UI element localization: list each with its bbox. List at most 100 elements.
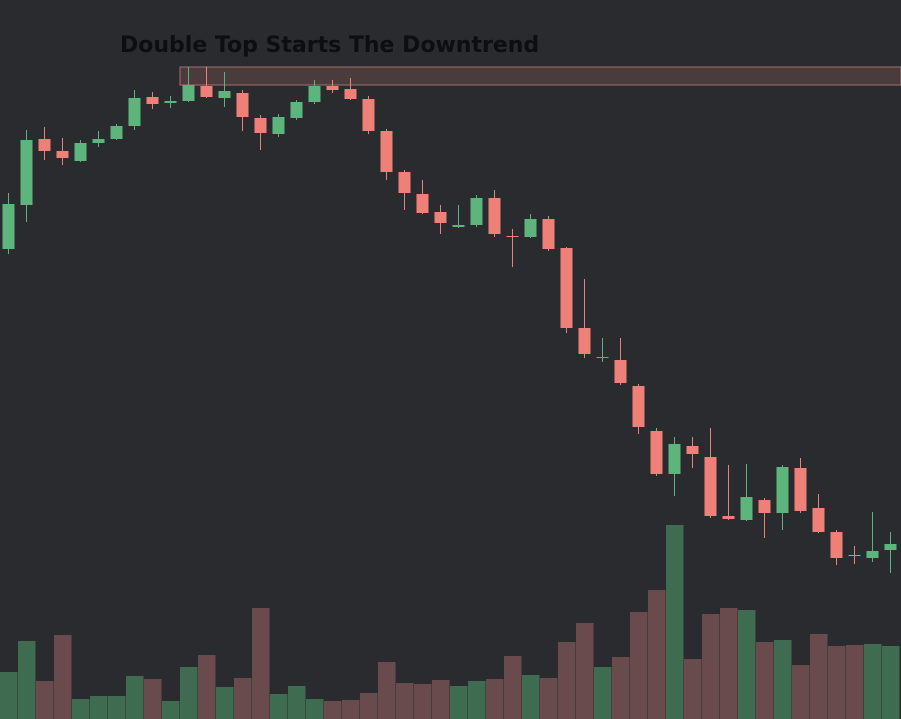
volume-bar (756, 642, 774, 719)
candle-body (434, 212, 447, 223)
volume-bar (486, 679, 504, 719)
volume-bar (810, 634, 828, 719)
candle-body (686, 446, 699, 454)
volume-bar (0, 672, 18, 719)
volume-bar (792, 665, 810, 719)
candle-body (308, 86, 321, 102)
volume-bar (594, 667, 612, 719)
volume-bar (126, 676, 144, 719)
candle-body (56, 151, 69, 158)
volume-bar (522, 675, 540, 719)
volume-bar (396, 683, 414, 719)
volume-bar (252, 608, 270, 719)
candle-body (200, 86, 213, 97)
volume-bar (558, 642, 576, 719)
candle-body (848, 555, 861, 556)
candle-body (218, 91, 231, 98)
volume-bar (18, 641, 36, 719)
candle-body (92, 139, 105, 143)
candle-body (344, 89, 357, 99)
candle-body (182, 85, 195, 101)
volume-bar (180, 667, 198, 719)
candle-body (884, 544, 897, 550)
volume-bar (306, 699, 324, 719)
volume-bar (234, 678, 252, 719)
volume-bar (342, 700, 360, 719)
volume-bar (324, 701, 342, 719)
candle-body (470, 198, 483, 225)
volume-bar (468, 681, 486, 719)
candle-body (506, 236, 519, 237)
candle-body (758, 500, 771, 513)
volume-bar (414, 684, 432, 719)
volume-bar (504, 656, 522, 719)
zone-layer (179, 66, 901, 86)
volume-bar (882, 646, 900, 719)
volume-bar (576, 623, 594, 719)
candle-body (380, 131, 393, 172)
volume-bar (450, 686, 468, 719)
candle-body (290, 102, 303, 118)
candle-body (524, 219, 537, 237)
volume-bar (432, 680, 450, 719)
volume-bar (702, 614, 720, 719)
candle-body (578, 328, 591, 354)
volume-bar (612, 657, 630, 719)
volume-bar (162, 701, 180, 719)
volume-bar (720, 608, 738, 719)
volume-bar (738, 610, 756, 719)
candle-body (110, 126, 123, 139)
volume-bar (378, 662, 396, 719)
candle-body (398, 172, 411, 193)
volume-bar (684, 659, 702, 719)
candle-body (740, 497, 753, 520)
volume-bar (108, 696, 126, 719)
candle-body (560, 248, 573, 328)
candle-body (164, 101, 177, 103)
candle-body (254, 118, 267, 133)
volume-bar (36, 681, 54, 719)
volume-bar (216, 687, 234, 719)
volume-bar (144, 679, 162, 719)
candle-body (236, 93, 249, 117)
candle-body (704, 457, 717, 516)
volume-bar (846, 645, 864, 719)
volume-bar (774, 640, 792, 719)
volume-bar (270, 694, 288, 719)
candle-body (722, 516, 735, 519)
volume-bar (540, 678, 558, 719)
volume-bar (864, 644, 882, 719)
candle-body (650, 431, 663, 474)
candle-body (146, 97, 159, 104)
candle-layer (2, 67, 897, 573)
candle-body (632, 386, 645, 427)
candle-body (830, 532, 843, 558)
candle-body (38, 139, 51, 151)
candle-body (2, 204, 15, 249)
candle-body (866, 551, 879, 558)
volume-bar (72, 699, 90, 719)
resistance-zone (179, 66, 901, 86)
candle-body (128, 98, 141, 126)
volume-bar (666, 525, 684, 719)
candle-body (362, 99, 375, 131)
volume-bar (198, 655, 216, 719)
candle-body (416, 194, 429, 213)
candle-body (794, 468, 807, 511)
candle-body (74, 143, 87, 161)
candle-body (326, 86, 339, 90)
chart-title: Double Top Starts The Downtrend (120, 33, 539, 58)
volume-bar (288, 686, 306, 719)
volume-bar (828, 646, 846, 719)
volume-bar (648, 590, 666, 719)
candle-body (488, 198, 501, 234)
candle-body (668, 444, 681, 474)
volume-bar (630, 612, 648, 719)
volume-bar (360, 693, 378, 719)
candle-body (776, 467, 789, 513)
candle-body (614, 360, 627, 383)
candle-body (272, 117, 285, 134)
